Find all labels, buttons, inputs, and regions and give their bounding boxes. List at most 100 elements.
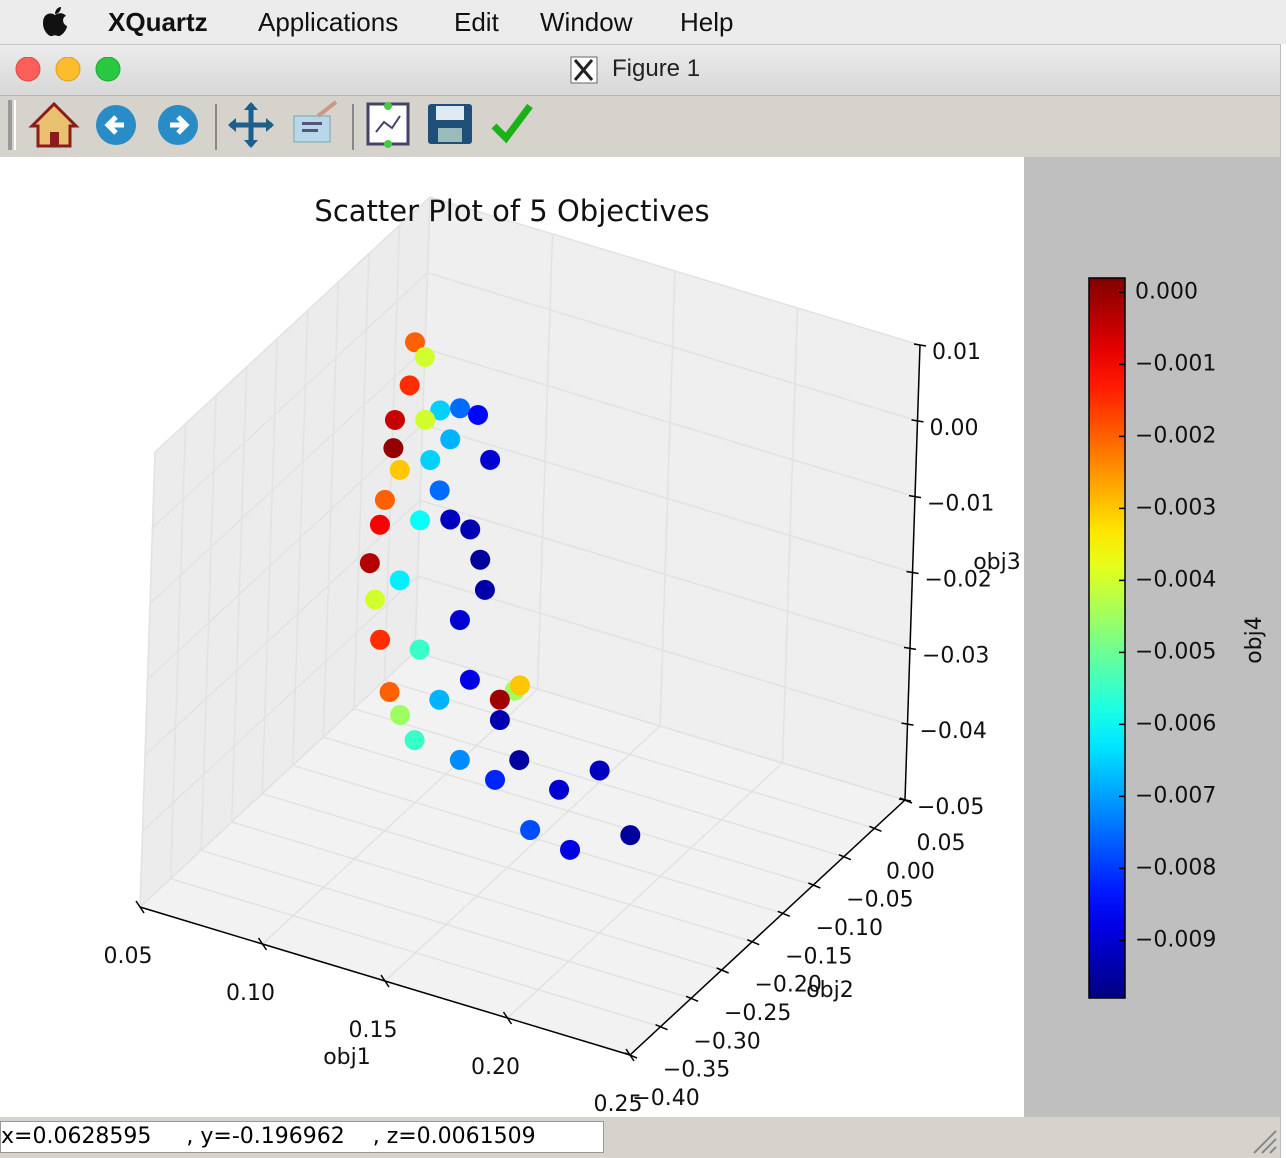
y-tick: [808, 882, 821, 889]
x11-icon: [570, 56, 598, 84]
back-button[interactable]: [96, 105, 136, 145]
x-tick: [380, 974, 390, 988]
home-button[interactable]: [28, 101, 80, 148]
y-tick-label: −0.05: [846, 888, 913, 913]
z-tick-label: 0.01: [932, 340, 981, 365]
minimize-button[interactable]: [55, 57, 81, 82]
scatter-point: [509, 750, 530, 771]
y-tick: [685, 995, 699, 1003]
y-tick: [869, 825, 882, 833]
scatter-point: [415, 409, 436, 430]
scatter-point: [374, 489, 395, 510]
grid-line: [384, 679, 875, 830]
figure-canvas: 0.05 0.10 0.15 0.20 0.25 0.05 0.00 −0.05 −0.10 −0…: [0, 157, 1280, 1117]
scatter-point: [485, 769, 506, 790]
y-axis-line: [629, 799, 906, 1056]
scatter-point: [520, 819, 541, 840]
y-tick: [655, 1023, 668, 1031]
scatter-point: [383, 438, 404, 459]
pan-button[interactable]: [228, 102, 274, 148]
scatter-point: [480, 449, 501, 470]
colorbar-label: obj4: [1242, 616, 1267, 664]
traffic-lights: [15, 57, 121, 82]
scatter-point: [390, 705, 411, 726]
grid-line: [139, 651, 416, 908]
grid-line: [427, 272, 918, 422]
zoom-button[interactable]: [293, 100, 338, 143]
colorbar-tick-label: −0.008: [1135, 855, 1216, 880]
colorbar-tick-label: −0.004: [1135, 567, 1216, 592]
menu-item[interactable]: Help: [680, 7, 734, 37]
x-tick-label: 0.20: [471, 1055, 520, 1080]
scatter-point: [589, 760, 610, 781]
y-tick-label: 0.05: [917, 831, 966, 856]
scatter-point: [489, 710, 510, 731]
forward-button[interactable]: [158, 105, 198, 145]
z-tick: [911, 419, 924, 423]
colorbar-tick-label: −0.001: [1135, 351, 1216, 376]
z-tick: [901, 722, 914, 726]
x-tick-label: 0.10: [226, 981, 275, 1006]
menu-item[interactable]: Window: [540, 7, 633, 37]
subplots-button[interactable]: [366, 102, 410, 148]
grid-line: [353, 707, 845, 858]
grid-line: [323, 736, 814, 886]
scatter-point: [459, 669, 480, 690]
scatter-point: [409, 639, 430, 660]
grid-line: [424, 347, 916, 498]
grid-line: [414, 651, 906, 801]
y-tick-label: −0.40: [632, 1086, 699, 1111]
z-tick: [898, 798, 912, 802]
scatter-point: [365, 589, 386, 610]
y-tick-label: −0.25: [724, 1001, 791, 1026]
zoom-button[interactable]: [95, 57, 121, 82]
close-button[interactable]: [15, 57, 41, 82]
menu-item[interactable]: Edit: [454, 7, 499, 37]
scatter-point: [369, 514, 390, 535]
y-tick-label: −0.10: [816, 916, 883, 941]
resize-grip[interactable]: [1250, 1127, 1278, 1155]
x-axis-label: obj1: [323, 1045, 371, 1070]
scatter-point: [430, 400, 451, 421]
toolbar: [0, 96, 1280, 157]
window-title: Figure 1: [612, 55, 701, 82]
window-titlebar: Figure 1: [0, 45, 1280, 96]
z-axis-label: obj3: [973, 550, 1021, 575]
scatter-point: [489, 689, 510, 710]
status-bar: x=0.0628595 , y=-0.196962 , z=0.0061509: [0, 1117, 1280, 1158]
apple-logo[interactable]: [40, 6, 70, 38]
z-tick-label: −0.05: [917, 795, 984, 820]
y-tick-label: −0.35: [663, 1058, 730, 1083]
scatter-point: [474, 579, 495, 600]
menu-app[interactable]: XQuartz: [108, 7, 208, 37]
grid-line: [419, 499, 911, 650]
save-button[interactable]: [428, 104, 472, 144]
scatter-point: [440, 429, 461, 450]
colorbar: [1088, 277, 1126, 999]
grid-line: [429, 196, 921, 346]
scatter-point: [440, 509, 461, 530]
z-tick-label: −0.04: [920, 719, 987, 744]
background-window: [1280, 44, 1286, 1158]
scatter-point: [620, 825, 641, 846]
scatter-point: [468, 404, 489, 425]
x-tick-label: 0.25: [594, 1092, 643, 1117]
y-tick: [838, 853, 852, 861]
grid-line: [151, 272, 429, 529]
colorbar-tick-label: −0.005: [1135, 639, 1216, 664]
scatter-point: [384, 409, 405, 430]
grid-line: [200, 849, 692, 1000]
edit-button[interactable]: [491, 103, 533, 144]
chart-title: Scatter Plot of 5 Objectives: [314, 194, 709, 228]
menu-item[interactable]: Applications: [258, 7, 399, 37]
scatter-point: [560, 839, 581, 860]
y-axis-label: obj2: [806, 978, 854, 1003]
y-tick: [777, 910, 791, 918]
y-tick: [624, 1052, 638, 1059]
scatter-point: [359, 553, 380, 574]
y-tick-label: 0.00: [886, 859, 935, 884]
colorbar-tick-label: −0.003: [1135, 495, 1216, 520]
grid-line: [417, 575, 908, 725]
y-tick: [716, 967, 729, 974]
